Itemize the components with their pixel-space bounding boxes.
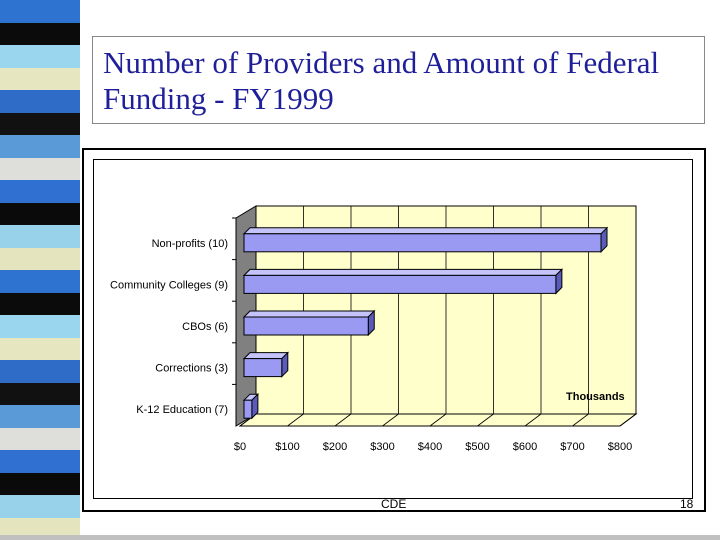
stripe-segment — [0, 450, 80, 473]
category-label: K-12 Education (7) — [136, 404, 228, 416]
stripe-segment — [0, 405, 80, 428]
stripe-segment — [0, 315, 80, 338]
stripe-segment — [0, 112, 80, 135]
stripe-segment — [0, 135, 80, 158]
bar — [243, 233, 602, 253]
bottom-rule — [0, 535, 720, 540]
stripe-segment — [0, 45, 80, 68]
stripe-segment — [0, 427, 80, 450]
units-label: Thousands — [566, 391, 625, 403]
floor-grid-line — [619, 413, 637, 427]
floor-grid-line — [524, 413, 542, 427]
floor-grid-line — [477, 413, 494, 427]
stripe-segment — [0, 67, 80, 90]
stripe-segment — [0, 202, 80, 225]
category-label: Corrections (3) — [155, 363, 228, 375]
stripe-segment — [0, 180, 80, 203]
slide-title: Number of Providers and Amount of Federa… — [103, 45, 660, 116]
stripe-segment — [0, 472, 80, 495]
stripe-segment — [0, 337, 80, 360]
x-tick-label: $600 — [513, 441, 537, 453]
bar-top — [242, 352, 290, 360]
floor-grid-line — [429, 413, 447, 427]
category-label: Non-profits (10) — [152, 238, 228, 250]
stripe-segment — [0, 360, 80, 383]
stripe-segment — [0, 225, 80, 248]
chart-frame: $0 $100 $200 $300 $400 $500 $600 $700 $800 Non-pr… — [82, 148, 706, 512]
title-box: Number of Providers and Amount of Federa… — [92, 36, 705, 124]
chart-area: $0 $100 $200 $300 $400 $500 $600 $700 $800 Non-pr… — [93, 159, 693, 499]
floor-grid-line — [382, 413, 399, 427]
x-tick-label: $400 — [418, 441, 442, 453]
category-label: CBOs (6) — [182, 321, 228, 333]
footer-source: CDE — [381, 497, 407, 511]
x-tick-label: $800 — [608, 441, 632, 453]
category-label: Community Colleges (9) — [110, 279, 228, 291]
stripe-segment — [0, 270, 80, 293]
slide-number: 18 — [680, 497, 694, 511]
stripe-segment — [0, 22, 80, 45]
stripe-segment — [0, 90, 80, 113]
x-tick-label: $700 — [560, 441, 584, 453]
x-tick-label: $0 — [234, 441, 246, 453]
stripe-segment — [0, 292, 80, 315]
bar-top — [242, 227, 609, 235]
decorative-stripe-bar — [0, 0, 80, 540]
x-tick-label: $200 — [323, 441, 347, 453]
bar-top — [242, 310, 376, 318]
bar-chart: $0 $100 $200 $300 $400 $500 $600 $700 $800 Non-pr… — [110, 205, 638, 453]
bar-top — [242, 268, 564, 276]
bar — [243, 316, 369, 336]
stripe-segment — [0, 247, 80, 270]
stripe-segment — [0, 517, 80, 540]
stripe-segment — [0, 495, 80, 518]
bar — [243, 274, 557, 294]
x-tick-label: $500 — [465, 441, 489, 453]
x-tick-label: $300 — [370, 441, 394, 453]
floor-grid-line — [572, 413, 589, 427]
bar — [243, 399, 253, 419]
floor-grid-line — [287, 413, 304, 427]
stripe-segment — [0, 157, 80, 180]
x-tick-label: $100 — [275, 441, 299, 453]
stripe-segment — [0, 382, 80, 405]
floor-grid-line — [334, 413, 352, 427]
bar — [243, 358, 283, 378]
stripe-segment — [0, 0, 80, 23]
